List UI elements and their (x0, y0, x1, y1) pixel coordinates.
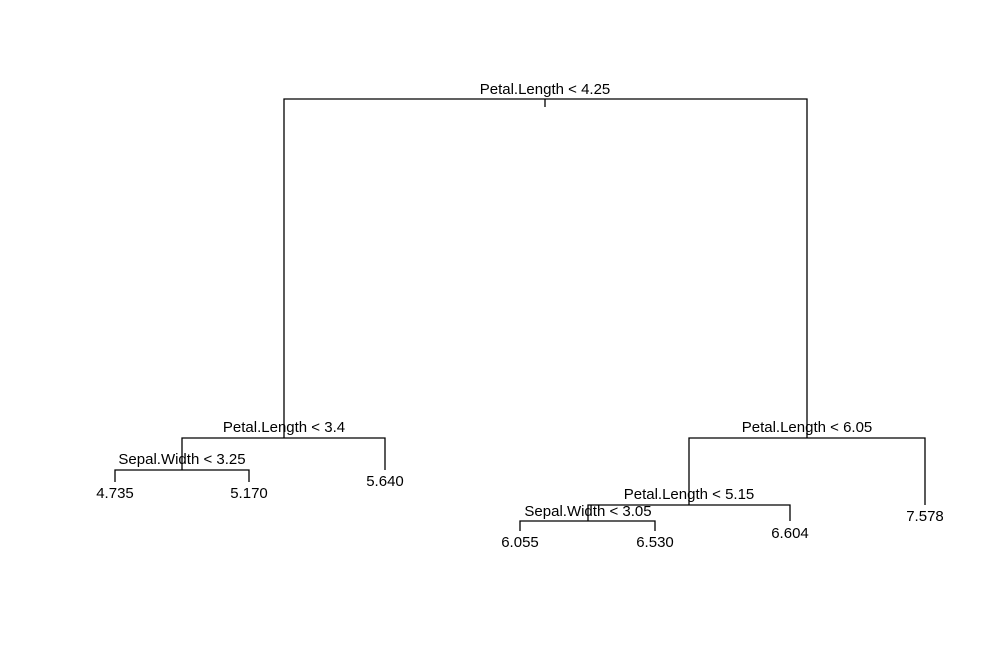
split-label-left: Petal.Length < 3.4 (223, 419, 345, 436)
branch-right (688, 437, 926, 505)
leaf-label-7: 7.578 (906, 508, 944, 525)
split-label-right: Petal.Length < 6.05 (742, 419, 873, 436)
leaf-label-6: 6.604 (771, 525, 809, 542)
split-node-left: Petal.Length < 3.4 (181, 419, 386, 470)
split-label-root: Petal.Length < 4.25 (480, 81, 611, 98)
split-node-right-left-left: Sepal.Width < 3.05 (519, 503, 656, 531)
branch-root (283, 98, 808, 438)
split-node-root: Petal.Length < 4.25 (283, 81, 808, 438)
split-label-right-left: Petal.Length < 5.15 (624, 486, 755, 503)
branch-right-left (587, 504, 791, 521)
leaf-label-2: 5.170 (230, 485, 268, 502)
split-node-left-left: Sepal.Width < 3.25 (114, 451, 250, 482)
branch-left (181, 437, 386, 470)
branch-right-left-left (519, 520, 656, 531)
leaf-label-3: 5.640 (366, 473, 404, 490)
leaf-label-1: 4.735 (96, 485, 134, 502)
split-label-left-left: Sepal.Width < 3.25 (118, 451, 245, 468)
leaf-label-5: 6.530 (636, 534, 674, 551)
branch-left-left (114, 469, 250, 482)
split-node-right: Petal.Length < 6.05 (688, 419, 926, 505)
leaf-label-4: 6.055 (501, 534, 539, 551)
split-label-right-left-left: Sepal.Width < 3.05 (524, 503, 651, 520)
split-node-right-left: Petal.Length < 5.15 (587, 486, 791, 521)
